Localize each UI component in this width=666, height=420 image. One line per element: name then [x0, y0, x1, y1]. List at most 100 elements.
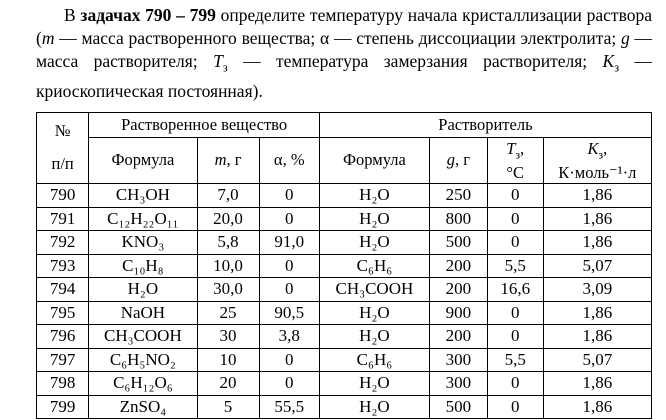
intro-text-segment: определите температуру начала кристаллиз…	[36, 5, 652, 48]
cell-cryoscopic-constant: 1,86	[542, 324, 653, 349]
var-t: T	[506, 138, 516, 158]
unit-label: , г	[226, 150, 242, 170]
cell-freezing-temp: 0	[486, 230, 544, 255]
var-m: m	[214, 150, 227, 170]
cell-solvent-mass: 500	[428, 394, 488, 420]
col-header-num-line1: №	[54, 121, 71, 141]
cell-problem-number: 796	[35, 324, 90, 349]
intro-text-segment: — криоскопическая постоянная).	[36, 51, 652, 101]
freezing-temp-symbol: Tз,	[490, 139, 541, 163]
cell-solvent-mass: 900	[428, 300, 488, 326]
cell-solute-mass: 7,0	[196, 183, 260, 208]
unit-label: , г	[454, 150, 470, 170]
cell-solute-mass: 20,0	[196, 206, 260, 232]
col-header-alpha: α, %	[258, 136, 320, 185]
table-row: 794 H₂O 30,0 0 CH₃COOH 200 16,6 3,09	[35, 277, 653, 302]
comma: ,	[603, 138, 608, 158]
cell-solute-formula: KNO₃	[88, 230, 198, 255]
cell-freezing-temp: 0	[486, 300, 544, 326]
col-header-solute-formula: Формула	[88, 136, 198, 185]
cell-cryoscopic-constant: 1,86	[542, 206, 653, 232]
cell-alpha: 55,5	[258, 394, 320, 420]
cell-solute-mass: 20	[196, 371, 260, 396]
cell-cryoscopic-constant: 1,86	[542, 183, 653, 208]
cell-solvent-mass: 300	[428, 347, 488, 373]
cell-freezing-temp: 0	[486, 206, 544, 232]
var-g: g	[446, 150, 455, 170]
table-group-header-row: № п/п Растворенное вещество Растворитель	[35, 111, 653, 185]
var-k: K	[602, 51, 615, 71]
group-header-solvent: Растворитель	[318, 111, 653, 138]
cell-solute-mass: 5,8	[196, 230, 260, 255]
cell-solute-mass: 10	[196, 347, 260, 373]
var-k: K	[587, 138, 599, 158]
cell-cryoscopic-constant: 1,86	[542, 394, 653, 420]
cell-solute-mass: 10,0	[196, 253, 260, 279]
cell-cryoscopic-constant: 3,09	[542, 277, 653, 302]
cell-solute-formula: CH₃COOH	[88, 324, 198, 349]
cell-solvent-formula: H₂O	[318, 371, 430, 396]
cell-solvent-mass: 500	[428, 230, 488, 255]
cell-alpha: 90,5	[258, 300, 320, 326]
cell-problem-number: 797	[35, 347, 90, 373]
cell-solvent-formula: H₂O	[318, 230, 430, 255]
cell-alpha: 0	[258, 277, 320, 302]
table-body: 790 CH₃OH 7,0 0 H₂O 250 0 1,86 791 C₁₂H₂…	[35, 183, 653, 420]
cell-solute-mass: 5	[196, 394, 260, 420]
table-row: 790 CH₃OH 7,0 0 H₂O 250 0 1,86	[35, 183, 653, 208]
cell-solute-formula: C₁₀H₈	[88, 253, 198, 279]
cell-alpha: 0	[258, 206, 320, 232]
cell-solute-formula: C₆H₁₂O₆	[88, 371, 198, 396]
freezing-temp-unit: °С	[506, 162, 525, 182]
cell-solute-mass: 25	[196, 300, 260, 326]
table-row: 797 C₆H₅NO₂ 10 0 C₆H₆ 300 5,5 5,07	[35, 347, 653, 373]
col-header-solvent-mass: g, г	[428, 136, 488, 185]
cell-solute-formula: CH₃OH	[88, 183, 198, 208]
col-header-cryoscopic-constant: Kз, К·моль⁻¹·л	[542, 136, 653, 185]
cell-freezing-temp: 0	[486, 394, 544, 420]
cell-problem-number: 792	[35, 230, 90, 255]
cell-alpha: 0	[258, 371, 320, 396]
cell-cryoscopic-constant: 5,07	[542, 253, 653, 279]
table-row: 798 C₆H₁₂O₆ 20 0 H₂O 300 0 1,86	[35, 371, 653, 396]
intro-text-segment: — масса растворенного вещества; α — степ…	[54, 28, 621, 48]
intro-text-segment: — температура замерзания растворителя;	[227, 51, 603, 71]
var-k-subscript: з	[614, 60, 620, 75]
group-header-solute: Растворенное вещество	[88, 111, 320, 138]
cell-alpha: 0	[258, 253, 320, 279]
table-row: 795 NaOH 25 90,5 H₂O 900 0 1,86	[35, 300, 653, 326]
cell-freezing-temp: 0	[486, 183, 544, 208]
cryoscopic-constant-symbol: Kз,	[546, 139, 649, 163]
table-row: 796 CH₃COOH 30 3,8 H₂O 200 0 1,86	[35, 324, 653, 349]
cell-solvent-mass: 300	[428, 371, 488, 396]
cell-problem-number: 798	[35, 371, 90, 396]
table-row: 799 ZnSO₄ 5 55,5 H₂O 500 0 1,86	[35, 394, 653, 420]
cell-solvent-formula: H₂O	[318, 324, 430, 349]
cell-alpha: 0	[258, 183, 320, 208]
var-t-subscript: з	[222, 60, 228, 75]
table-row: 792 KNO₃ 5,8 91,0 H₂O 500 0 1,86	[35, 230, 653, 255]
cell-problem-number: 794	[35, 277, 90, 302]
problems-table: № п/п Растворенное вещество Растворитель…	[35, 111, 653, 420]
cell-cryoscopic-constant: 5,07	[542, 347, 653, 373]
cell-freezing-temp: 5,5	[486, 347, 544, 373]
comma: ,	[520, 138, 525, 158]
cell-problem-number: 790	[35, 183, 90, 208]
table-header: № п/п Растворенное вещество Растворитель…	[35, 111, 653, 185]
var-k-subscript: з	[598, 148, 604, 161]
cell-solvent-formula: H₂O	[318, 394, 430, 420]
cell-solvent-formula: H₂O	[318, 300, 430, 326]
cell-problem-number: 791	[35, 206, 90, 232]
cell-solute-formula: C₁₂H₂₂O₁₁	[88, 206, 198, 232]
cell-solvent-mass: 200	[428, 253, 488, 279]
var-m: m	[41, 28, 55, 48]
cell-cryoscopic-constant: 1,86	[542, 300, 653, 326]
var-g: g	[620, 28, 630, 48]
cell-freezing-temp: 0	[486, 324, 544, 349]
cell-solvent-formula: CH₃COOH	[318, 277, 430, 302]
col-header-solute-mass: m, г	[196, 136, 260, 185]
cell-solvent-formula: H₂O	[318, 183, 430, 208]
intro-text-segment: — масса растворителя;	[36, 28, 652, 71]
cell-solvent-formula: C₆H₆	[318, 253, 430, 279]
